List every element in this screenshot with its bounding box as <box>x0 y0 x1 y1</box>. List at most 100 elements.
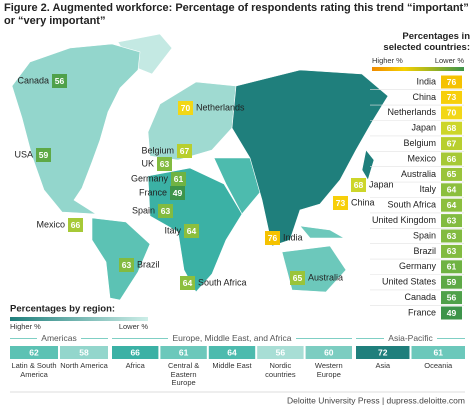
region-value: 64 <box>227 347 237 357</box>
group-line <box>10 337 38 339</box>
map-country: China <box>351 197 375 207</box>
map-country: Germany <box>131 173 169 183</box>
region-name: Oceania <box>424 361 453 370</box>
country-name: Mexico <box>407 153 436 163</box>
map-country: Belgium <box>141 145 174 155</box>
map-badge <box>157 157 172 171</box>
country-name: United Kingdom <box>372 215 436 225</box>
region-value: 72 <box>378 347 388 357</box>
region-group: Europe, Middle East, and Africa <box>112 333 353 343</box>
country-value: 64 <box>447 200 457 210</box>
region-box <box>257 346 304 359</box>
country-value: 70 <box>447 108 457 118</box>
map-value: 63 <box>122 260 132 270</box>
country-value: 49 <box>447 308 457 318</box>
group-name: Americas <box>41 333 77 343</box>
map-badge <box>52 74 67 88</box>
footer: Deloitte University Press | dupress.delo… <box>287 395 465 405</box>
country-name: Spain <box>413 230 436 240</box>
country-badge <box>441 306 462 320</box>
map-badge <box>184 224 199 238</box>
map-badge <box>333 196 348 210</box>
country-value: 67 <box>447 138 457 148</box>
map-value: 64 <box>187 226 197 236</box>
country-badge <box>441 198 462 212</box>
map-country: France <box>139 187 167 197</box>
country-name: China <box>412 92 436 102</box>
region-name: Nordic countries <box>265 361 296 379</box>
map-value: 65 <box>293 273 303 283</box>
country-value: 76 <box>447 77 457 87</box>
map-value: 56 <box>55 76 65 86</box>
country-badge <box>441 275 462 289</box>
region-box <box>60 346 108 359</box>
country-badge <box>441 75 462 89</box>
country-badge <box>441 152 462 166</box>
country-value: 68 <box>447 123 457 133</box>
map-country: India <box>283 232 303 242</box>
region-legend-low: Lower % <box>119 322 149 331</box>
world-map <box>11 33 389 301</box>
region-name: Africa <box>125 361 145 370</box>
region-gradient <box>10 317 148 321</box>
map-country: Japan <box>369 179 394 189</box>
map-country: Netherlands <box>196 102 245 112</box>
map-country: Australia <box>308 272 343 282</box>
map-country: South Africa <box>198 277 247 287</box>
map-value: 64 <box>183 278 193 288</box>
map-badge <box>290 271 305 285</box>
region-legend-high: Higher % <box>10 322 41 331</box>
country-value: 61 <box>447 262 457 272</box>
country-badge <box>441 167 462 181</box>
region-box <box>305 346 352 359</box>
region-name: North America <box>60 361 108 370</box>
country-name: Germany <box>399 261 437 271</box>
country-value: 64 <box>447 185 457 195</box>
map-country: USA <box>14 149 33 159</box>
country-value: 63 <box>447 215 457 225</box>
map-value: 49 <box>173 188 183 198</box>
map-badge <box>171 172 186 186</box>
panel-title: Percentages in selected countries: <box>383 31 470 53</box>
country-name: Australia <box>401 169 436 179</box>
region-value: 66 <box>130 347 140 357</box>
country-value: 73 <box>447 92 457 102</box>
country-name: Belgium <box>403 138 436 148</box>
region-value: 60 <box>324 347 334 357</box>
map-country: Spain <box>132 205 155 215</box>
north-america <box>11 43 141 215</box>
country-name: Italy <box>419 184 436 194</box>
country-name: United States <box>382 277 437 287</box>
map-badge <box>119 258 134 272</box>
map-badge <box>68 218 83 232</box>
region-box <box>160 346 207 359</box>
map-badge <box>351 178 366 192</box>
map-value: 70 <box>181 103 191 113</box>
map-value: 63 <box>161 206 171 216</box>
map-value: 76 <box>268 233 278 243</box>
map-country: Mexico <box>36 219 65 229</box>
map-value: 66 <box>71 220 81 230</box>
group-line <box>436 337 465 339</box>
country-value: 63 <box>447 246 457 256</box>
country-badge <box>441 90 462 104</box>
region-name: Asia <box>375 361 391 370</box>
country-value: 63 <box>447 231 457 241</box>
map-country: UK <box>141 158 154 168</box>
country-badge <box>441 229 462 243</box>
region-value: 58 <box>79 347 89 357</box>
country-value: 66 <box>447 154 457 164</box>
map-badge <box>170 186 185 200</box>
region-box <box>208 346 256 359</box>
country-badge <box>441 137 462 151</box>
map-value: 63 <box>160 159 170 169</box>
middle-east <box>213 157 263 215</box>
region-name: Western Europe <box>314 361 343 379</box>
country-badge <box>441 244 462 258</box>
country-name: India <box>416 76 436 86</box>
region-group: Americas <box>10 333 108 343</box>
region-name: Middle East <box>212 361 252 370</box>
map-value: 68 <box>354 180 364 190</box>
group-line <box>356 337 385 339</box>
